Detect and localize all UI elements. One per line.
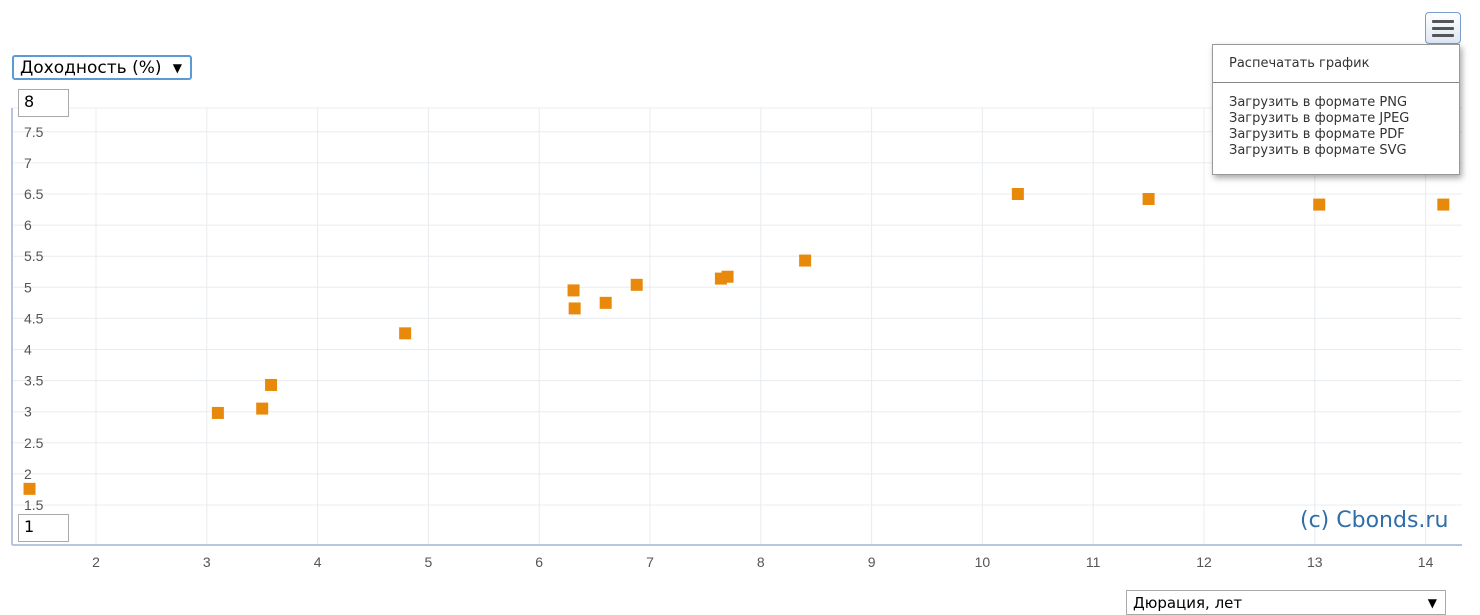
- y-tick-label: 5.5: [24, 248, 44, 264]
- data-point[interactable]: [630, 278, 643, 291]
- x-tick-label: 13: [1307, 554, 1323, 570]
- data-point[interactable]: [1437, 198, 1450, 211]
- y-tick-label: 5: [24, 279, 32, 295]
- export-menu-button[interactable]: [1425, 12, 1461, 44]
- y-tick-labels: 1.5 2 2.5 3 3.5 4 4.5 5 5.5 6 6.5 7 7.5: [24, 124, 44, 513]
- menu-item-print[interactable]: Распечатать график: [1229, 56, 1370, 71]
- menu-item-download-jpeg[interactable]: Загрузить в формате JPEG: [1229, 111, 1410, 126]
- x-axis-select-value: Дюрация, лет: [1133, 593, 1243, 612]
- x-tick-label: 2: [92, 554, 100, 570]
- data-point[interactable]: [1011, 188, 1024, 200]
- hamburger-menu-icon: [1432, 19, 1454, 23]
- y-tick-label: 3.5: [24, 373, 44, 389]
- data-points: [23, 188, 1450, 495]
- y-tick-label: 6: [24, 217, 32, 233]
- y-tick-label: 7: [24, 155, 32, 171]
- data-point[interactable]: [211, 406, 224, 419]
- y-tick-label: 6.5: [24, 186, 44, 202]
- data-point[interactable]: [721, 270, 734, 283]
- x-tick-label: 6: [535, 554, 543, 570]
- x-tick-label: 14: [1418, 554, 1434, 570]
- x-tick-label: 11: [1086, 554, 1101, 570]
- data-point[interactable]: [256, 402, 269, 415]
- data-point[interactable]: [567, 284, 580, 297]
- y-max-input[interactable]: 8: [18, 89, 69, 117]
- menu-item-download-pdf[interactable]: Загрузить в формате PDF: [1229, 127, 1405, 142]
- y-tick-label: 7.5: [24, 124, 44, 140]
- x-tick-labels: 2 3 4 5 6 7 8 9 10 11 12 13 14: [92, 554, 1433, 570]
- y-tick-label: 2: [24, 466, 32, 482]
- y-axis-select-value: Доходность (%): [20, 57, 162, 78]
- data-point[interactable]: [265, 378, 278, 391]
- x-tick-label: 3: [203, 554, 211, 570]
- y-tick-label: 4: [24, 342, 32, 358]
- x-tick-label: 12: [1196, 554, 1212, 570]
- y-axis-select[interactable]: Доходность (%) ▼: [12, 55, 192, 80]
- y-tick-label: 2.5: [24, 435, 44, 451]
- data-point[interactable]: [1142, 192, 1155, 205]
- y-tick-label: 1.5: [24, 497, 44, 513]
- menu-item-download-png[interactable]: Загрузить в формате PNG: [1229, 95, 1408, 110]
- x-tick-label: 7: [646, 554, 654, 570]
- x-tick-label: 8: [757, 554, 765, 570]
- data-point[interactable]: [568, 302, 581, 315]
- hamburger-menu-icon-bar: [1432, 26, 1454, 30]
- x-tick-label: 4: [314, 554, 322, 570]
- data-point[interactable]: [599, 296, 612, 309]
- export-menu: Распечатать график Загрузить в формате P…: [1212, 44, 1460, 175]
- menu-item-download-svg[interactable]: Загрузить в формате SVG: [1229, 143, 1407, 158]
- hamburger-menu-icon-bar: [1432, 33, 1454, 37]
- x-tick-label: 5: [425, 554, 433, 570]
- credit-link[interactable]: (c) Cbonds.ru: [1300, 508, 1449, 533]
- menu-download-group: Загрузить в формате PNG Загрузить в форм…: [1213, 95, 1409, 159]
- x-tick-label: 9: [868, 554, 876, 570]
- y-min-input[interactable]: 1: [18, 514, 69, 542]
- menu-divider: [1213, 82, 1459, 83]
- data-point[interactable]: [23, 482, 36, 495]
- x-tick-label: 10: [975, 554, 991, 570]
- x-axis-select[interactable]: Дюрация, лет ▼: [1126, 590, 1446, 615]
- data-point[interactable]: [799, 254, 812, 267]
- y-tick-label: 4.5: [24, 310, 44, 326]
- data-point[interactable]: [1313, 198, 1326, 211]
- chevron-down-icon: ▼: [1427, 595, 1437, 610]
- chevron-down-icon: ▼: [172, 60, 182, 75]
- data-point[interactable]: [399, 327, 412, 340]
- y-tick-label: 3: [24, 404, 32, 420]
